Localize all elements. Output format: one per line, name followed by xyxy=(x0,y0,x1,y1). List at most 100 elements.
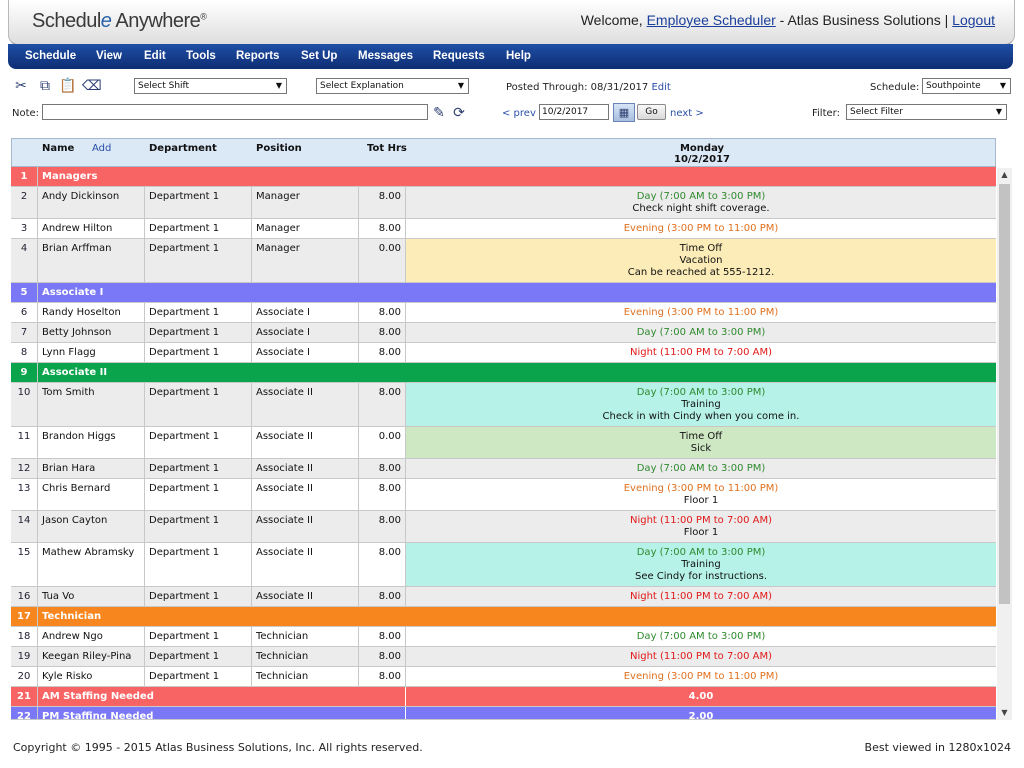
employee-row: 7 Betty Johnson Department 1 Associate I 8.0… xyxy=(11,323,996,343)
row-number: 3 xyxy=(11,219,38,238)
menu-view[interactable]: View xyxy=(96,50,122,62)
copyright-text: Copyright © 1995 - 2015 Atlas Business S… xyxy=(13,741,423,754)
menu-reports[interactable]: Reports xyxy=(236,50,280,62)
shift-cell[interactable]: Day (7:00 AM to 3:00 PM) Check night shif… xyxy=(406,187,996,218)
shift-cell[interactable]: Night (11:00 PM to 7:00 AM) xyxy=(406,343,996,362)
shift-cell[interactable]: Time Off Sick xyxy=(406,427,996,458)
shift-line: Floor 1 xyxy=(683,527,719,538)
menu-schedule[interactable]: Schedule xyxy=(25,50,77,62)
employee-name[interactable]: Andrew Ngo xyxy=(38,627,145,646)
employee-position: Associate I xyxy=(252,343,359,362)
employee-name[interactable]: Chris Bernard xyxy=(38,479,145,510)
col-department-header[interactable]: Department xyxy=(149,143,217,154)
employee-name[interactable]: Lynn Flagg xyxy=(38,343,145,362)
shift-line: Evening (3:00 PM to 11:00 PM) xyxy=(623,483,779,494)
schedule-dropdown[interactable]: Southpointe ▼ xyxy=(922,78,1011,94)
scroll-thumb[interactable] xyxy=(999,184,1010,604)
filter-dropdown[interactable]: Select Filter ▼ xyxy=(846,104,1007,120)
shift-cell[interactable]: Evening (3:00 PM to 11:00 PM) Floor 1 xyxy=(406,479,996,510)
shift-cell[interactable]: Night (11:00 PM to 7:00 AM) xyxy=(406,587,996,606)
staffing-value[interactable]: 4.00 xyxy=(688,691,714,702)
employee-name[interactable]: Andrew Hilton xyxy=(38,219,145,238)
employee-position: Associate II xyxy=(252,427,359,458)
logout-link[interactable]: Logout xyxy=(952,12,995,28)
staffing-row: 22 PM Staffing Needed 2.00 xyxy=(11,707,996,720)
employee-total-hours: 8.00 xyxy=(359,219,406,238)
eraser-icon[interactable]: ⌫ xyxy=(82,78,102,94)
shift-cell[interactable]: Day (7:00 AM to 3:00 PM) xyxy=(406,459,996,478)
select-explanation-dropdown[interactable]: Select Explanation ▼ xyxy=(316,78,469,94)
employee-position: Associate I xyxy=(252,323,359,342)
shift-line: Check in with Cindy when you come in. xyxy=(602,411,800,422)
employee-name[interactable]: Brian Hara xyxy=(38,459,145,478)
paste-icon[interactable]: 📋 xyxy=(59,78,77,94)
employee-name[interactable]: Brandon Higgs xyxy=(38,427,145,458)
employee-row: 13 Chris Bernard Department 1 Associate II 8… xyxy=(11,479,996,511)
go-button[interactable]: Go xyxy=(637,104,666,120)
employee-name[interactable]: Brian Arffman xyxy=(38,239,145,282)
app-logo: Schedule Anywhere® xyxy=(32,10,207,32)
employee-total-hours: 8.00 xyxy=(359,587,406,606)
shift-cell[interactable]: Evening (3:00 PM to 11:00 PM) xyxy=(406,303,996,322)
calendar-icon[interactable]: ▦ xyxy=(613,103,635,122)
col-tothrs-header[interactable]: Tot Hrs xyxy=(367,143,407,154)
menu-help[interactable]: Help xyxy=(506,50,531,62)
next-link[interactable]: next > xyxy=(670,108,704,119)
col-name-header[interactable]: Name xyxy=(42,143,75,154)
group-label[interactable]: Technician xyxy=(42,611,102,622)
prev-link[interactable]: < prev xyxy=(502,108,536,119)
scissors-icon[interactable]: ✂ xyxy=(15,78,27,94)
employee-name[interactable]: Jason Cayton xyxy=(38,511,145,542)
shift-cell[interactable]: Day (7:00 AM to 3:00 PM) Training Check in… xyxy=(406,383,996,426)
employee-row: 12 Brian Hara Department 1 Associate II 8.00… xyxy=(11,459,996,479)
employee-name[interactable]: Tom Smith xyxy=(38,383,145,426)
note-edit-icon[interactable]: ✎ xyxy=(433,105,445,121)
employee-name[interactable]: Andy Dickinson xyxy=(38,187,145,218)
shift-cell[interactable]: Day (7:00 AM to 3:00 PM) xyxy=(406,627,996,646)
employee-total-hours: 0.00 xyxy=(359,239,406,282)
shift-line: Vacation xyxy=(679,255,723,266)
employee-department: Department 1 xyxy=(145,239,252,282)
shift-line: Floor 1 xyxy=(683,495,719,506)
add-employee-link[interactable]: Add xyxy=(92,143,112,154)
employee-name[interactable]: Tua Vo xyxy=(38,587,145,606)
employee-row: 16 Tua Vo Department 1 Associate II 8.00 Nigh… xyxy=(11,587,996,607)
scroll-up-arrow-icon[interactable]: ▲ xyxy=(1001,170,1008,179)
posted-edit-link[interactable]: Edit xyxy=(651,82,671,93)
group-label[interactable]: Managers xyxy=(42,171,98,182)
menu-tools[interactable]: Tools xyxy=(186,50,216,62)
staffing-value[interactable]: 2.00 xyxy=(688,711,714,719)
menu-messages[interactable]: Messages xyxy=(358,50,413,62)
shift-cell[interactable]: Evening (3:00 PM to 11:00 PM) xyxy=(406,219,996,238)
shift-cell[interactable]: Evening (3:00 PM to 11:00 PM) xyxy=(406,667,996,686)
grid-scrollbar[interactable]: ▲ ▼ xyxy=(997,168,1012,720)
shift-cell[interactable]: Night (11:00 PM to 7:00 AM) xyxy=(406,647,996,666)
employee-name[interactable]: Randy Hoselton xyxy=(38,303,145,322)
menu-requests[interactable]: Requests xyxy=(433,50,485,62)
employee-name[interactable]: Mathew Abramsky xyxy=(38,543,145,586)
employee-name[interactable]: Betty Johnson xyxy=(38,323,145,342)
refresh-icon[interactable]: ⟳ xyxy=(453,105,465,121)
group-label[interactable]: Associate I xyxy=(42,287,104,298)
user-name-link[interactable]: Employee Scheduler xyxy=(646,12,776,28)
scroll-down-arrow-icon[interactable]: ▼ xyxy=(1001,708,1008,717)
note-input[interactable] xyxy=(42,104,428,120)
employee-name[interactable]: Kyle Risko xyxy=(38,667,145,686)
shift-cell[interactable]: Time Off Vacation Can be reached at 555-12… xyxy=(406,239,996,282)
select-shift-dropdown[interactable]: Select Shift ▼ xyxy=(134,78,287,94)
group-row: 9 Associate II xyxy=(11,363,996,383)
shift-line: See Cindy for instructions. xyxy=(634,571,768,582)
shift-cell[interactable]: Night (11:00 PM to 7:00 AM) Floor 1 xyxy=(406,511,996,542)
staffing-row: 21 AM Staffing Needed 4.00 xyxy=(11,687,996,707)
date-input[interactable]: 10/2/2017 xyxy=(539,104,609,120)
col-position-header[interactable]: Position xyxy=(256,143,302,154)
col-day-header[interactable]: Monday xyxy=(679,143,725,154)
employee-name[interactable]: Keegan Riley-Pina xyxy=(38,647,145,666)
group-label[interactable]: Associate II xyxy=(42,367,108,378)
shift-cell[interactable]: Day (7:00 AM to 3:00 PM) xyxy=(406,323,996,342)
menu-setup[interactable]: Set Up xyxy=(301,50,338,62)
shift-cell[interactable]: Day (7:00 AM to 3:00 PM) Training See Cind… xyxy=(406,543,996,586)
menu-edit[interactable]: Edit xyxy=(144,50,166,62)
copy-icon[interactable]: ⧉ xyxy=(40,78,50,94)
shift-line: Sick xyxy=(690,443,712,454)
